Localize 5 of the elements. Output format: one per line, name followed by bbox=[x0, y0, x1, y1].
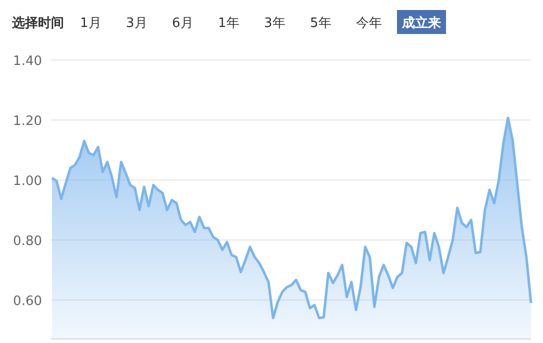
y-tick-label: 0.60 bbox=[13, 294, 42, 309]
y-tick-label: 1.40 bbox=[13, 54, 42, 69]
y-tick-label: 0.80 bbox=[13, 234, 42, 249]
y-tick-label: 1.00 bbox=[13, 174, 42, 189]
y-tick-label: 1.20 bbox=[13, 114, 42, 129]
